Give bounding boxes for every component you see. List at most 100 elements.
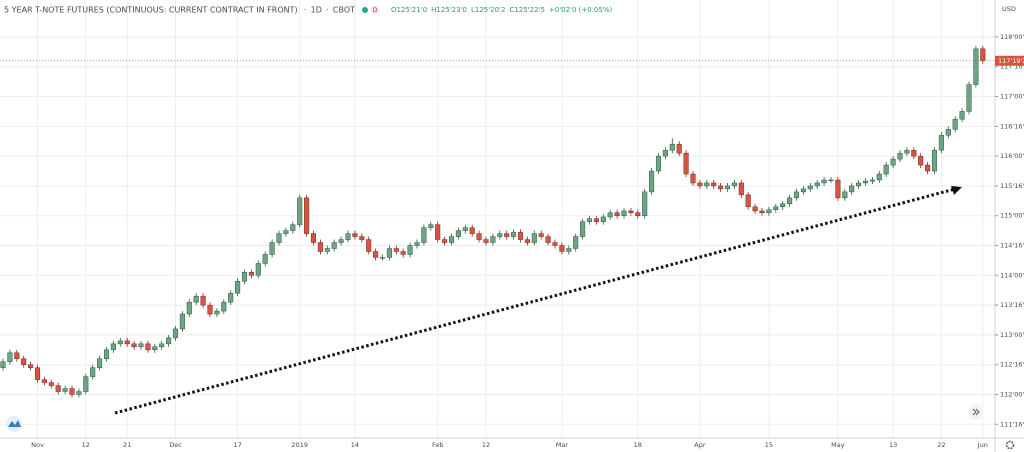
- status-dot: [362, 7, 369, 13]
- candle-body: [283, 230, 289, 234]
- candle-body: [566, 248, 572, 252]
- scroll-button[interactable]: [968, 404, 984, 420]
- candle-body: [738, 182, 744, 196]
- candle-body: [883, 164, 889, 175]
- candle-body: [828, 179, 834, 182]
- candle-body: [745, 194, 751, 208]
- ohlc-value: L125'20'2: [471, 6, 505, 14]
- y-tick-label: 111'16'0: [1000, 420, 1024, 428]
- candle-body: [41, 379, 47, 383]
- candle-body: [276, 233, 282, 243]
- candle-body: [207, 304, 213, 315]
- candle-body: [904, 149, 910, 154]
- candle-body: [297, 197, 303, 225]
- candle-body: [607, 212, 613, 218]
- last-price-label: 117'19'2: [998, 57, 1024, 65]
- candle-body: [407, 245, 413, 255]
- candle-body: [366, 239, 372, 252]
- candle-body: [483, 239, 489, 243]
- candle-body: [545, 236, 551, 243]
- candle-body: [925, 164, 931, 172]
- candle-body: [524, 239, 530, 243]
- y-tick-label: 112'00'0: [1000, 390, 1024, 398]
- candle-body: [690, 173, 696, 184]
- candle-body: [552, 242, 558, 246]
- candle-body: [766, 209, 772, 213]
- candle-body: [731, 182, 737, 187]
- candle-body: [856, 182, 862, 187]
- x-tick-label: 12: [82, 441, 90, 449]
- candle-body: [876, 173, 882, 181]
- x-tick-label: 14: [351, 441, 359, 449]
- candle-body: [324, 248, 330, 252]
- candle-body: [711, 182, 717, 187]
- candle-body: [586, 218, 593, 222]
- exchange: CBOT: [333, 6, 355, 15]
- x-tick-label: May: [831, 441, 845, 449]
- candle-body: [635, 212, 641, 216]
- candle-body: [504, 233, 510, 237]
- candle-body: [393, 248, 399, 252]
- candle-body: [379, 257, 386, 259]
- axes: 111'16'0 112'00'0 112'16'0 113'00'0 113'16'0…: [0, 33, 1024, 449]
- candle-body: [862, 180, 869, 184]
- candle-body: [373, 251, 379, 258]
- candle-body: [621, 210, 627, 216]
- candle-body: [938, 135, 944, 151]
- candle-body: [793, 191, 800, 199]
- candle-body: [718, 185, 724, 190]
- candle-body: [849, 185, 855, 193]
- candle-body: [918, 155, 924, 166]
- x-tick-label: Nov: [31, 441, 44, 449]
- candle-body: [62, 388, 68, 392]
- logo[interactable]: [6, 416, 22, 432]
- candle-body: [559, 245, 565, 252]
- y-tick-label: 113'00'0: [1000, 331, 1024, 339]
- candle-body: [704, 182, 710, 187]
- x-tick-label: Dec: [169, 441, 182, 449]
- candle-body: [600, 216, 606, 222]
- interval-badge[interactable]: [370, 5, 380, 15]
- candle-body: [331, 242, 337, 249]
- x-tick-label: Feb: [432, 441, 444, 449]
- separator: ·: [304, 6, 307, 15]
- candle-body: [628, 210, 634, 213]
- candle-body: [531, 233, 537, 243]
- y-tick-label: 114'00'0: [1000, 271, 1024, 279]
- candle-body: [103, 349, 110, 359]
- candle-body: [800, 188, 806, 193]
- candle-body: [48, 382, 54, 386]
- candle-body: [186, 301, 192, 315]
- x-tick-label: 22: [937, 441, 945, 449]
- candle-body: [890, 158, 896, 166]
- candle-body: [676, 143, 682, 154]
- candle-body: [414, 242, 420, 246]
- candle-body: [90, 367, 96, 377]
- candle-body: [200, 295, 206, 306]
- y-tick-label: 117'16'0: [1000, 63, 1024, 71]
- settings-button[interactable]: [1005, 440, 1015, 450]
- candle-body: [773, 206, 779, 211]
- candle-body: [952, 118, 958, 130]
- candle-body: [34, 367, 41, 380]
- candle-body: [97, 358, 103, 368]
- candle-body: [787, 197, 793, 205]
- candle-body: [262, 254, 268, 264]
- candle-body: [980, 48, 986, 62]
- candle-body: [55, 385, 61, 392]
- x-tick-label: 17: [233, 441, 241, 449]
- candle-body: [7, 352, 13, 362]
- candle-body: [124, 340, 130, 345]
- candle-body: [14, 352, 20, 359]
- candle-body: [807, 185, 813, 190]
- grid: [0, 0, 995, 438]
- candle-body: [359, 236, 365, 240]
- ohlc-value: O125'21'0: [391, 6, 427, 14]
- candle-body: [221, 301, 227, 312]
- ohlc-legend: O125'21'0 H125'23'0 L125'20'2 C125'22'5 +0'0…: [391, 6, 612, 14]
- candle-body: [511, 232, 517, 237]
- x-tick-label: 2019: [291, 441, 308, 449]
- y-tick-label: 116'00'0: [1000, 152, 1024, 160]
